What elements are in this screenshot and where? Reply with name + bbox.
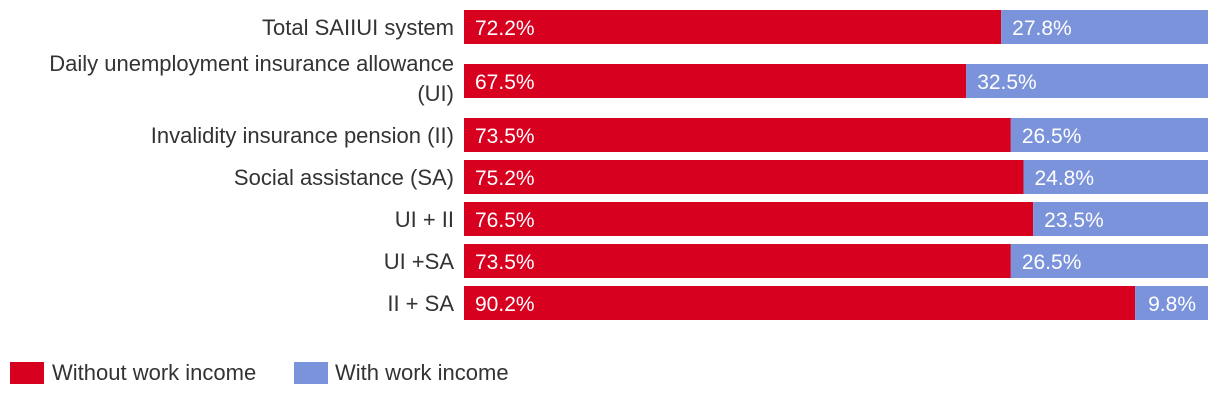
value-label-with-work-income: 32.5%: [977, 71, 1037, 94]
bar-with-work-income: [966, 64, 1208, 98]
value-label-without-work-income: 76.5%: [475, 209, 535, 232]
value-label-with-work-income: 26.5%: [1022, 251, 1082, 274]
category-label: UI + II: [395, 207, 454, 232]
legend-label-without-work-income: Without work income: [52, 360, 256, 385]
category-label: Invalidity insurance pension (II): [151, 123, 454, 148]
bar-with-work-income: [1033, 202, 1208, 236]
legend: Without work income With work income: [10, 360, 509, 385]
category-label: (UI): [417, 81, 454, 106]
legend-swatch-with-work-income: [294, 362, 328, 384]
value-label-with-work-income: 9.8%: [1148, 293, 1196, 316]
bar-without-work-income: [464, 202, 1034, 236]
value-label-with-work-income: 27.8%: [1012, 17, 1072, 40]
category-label: II + SA: [387, 291, 454, 316]
value-label-without-work-income: 73.5%: [475, 125, 535, 148]
bar-without-work-income: [464, 244, 1011, 278]
legend-swatch-without-work-income: [10, 362, 44, 384]
bar-with-work-income: [1135, 286, 1208, 320]
value-label-with-work-income: 24.8%: [1034, 167, 1094, 190]
bar-without-work-income: [464, 286, 1136, 320]
value-label-without-work-income: 72.2%: [475, 17, 535, 40]
bar-with-work-income: [1010, 244, 1208, 278]
bar-with-work-income: [1001, 10, 1208, 44]
value-label-without-work-income: 90.2%: [475, 293, 535, 316]
bar-without-work-income: [464, 64, 967, 98]
value-label-without-work-income: 67.5%: [475, 71, 535, 94]
bar-without-work-income: [464, 160, 1024, 194]
value-label-without-work-income: 75.2%: [475, 167, 535, 190]
bar-without-work-income: [464, 10, 1002, 44]
value-label-with-work-income: 26.5%: [1022, 125, 1082, 148]
category-label: Social assistance (SA): [234, 165, 454, 190]
legend-label-with-work-income: With work income: [335, 360, 509, 385]
bars-group: Total SAIIUI system 72.2% 27.8% Daily unemp…: [49, 10, 1208, 320]
category-label: Total SAIIUI system: [262, 15, 454, 40]
category-label: UI +SA: [384, 249, 455, 274]
value-label-without-work-income: 73.5%: [475, 251, 535, 274]
value-label-with-work-income: 23.5%: [1044, 209, 1104, 232]
bar-with-work-income: [1023, 160, 1208, 194]
category-label: Daily unemployment insurance allowance: [49, 51, 454, 76]
bar-without-work-income: [464, 118, 1011, 152]
bar-with-work-income: [1010, 118, 1208, 152]
